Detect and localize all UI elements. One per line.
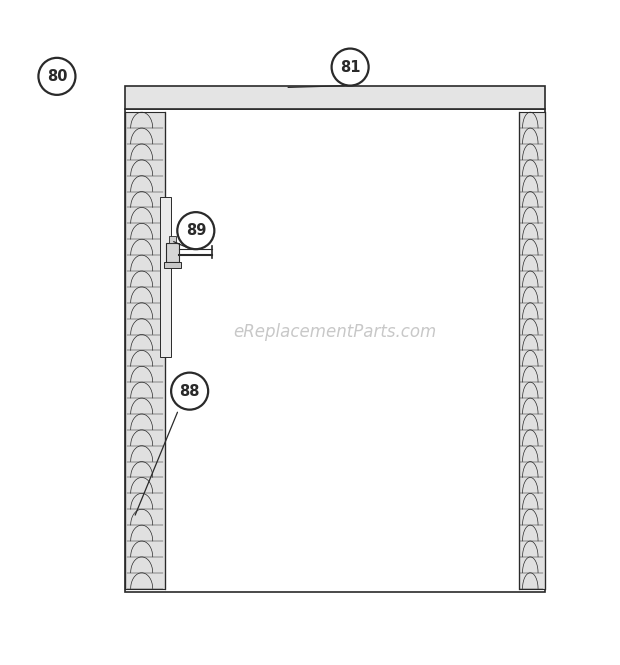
Text: 81: 81 bbox=[340, 60, 360, 74]
Text: 88: 88 bbox=[179, 384, 200, 398]
Bar bbox=[125, 109, 544, 592]
Bar bbox=[125, 86, 544, 109]
Text: 80: 80 bbox=[46, 69, 67, 84]
Circle shape bbox=[332, 49, 369, 86]
Circle shape bbox=[171, 372, 208, 410]
Bar bbox=[160, 197, 171, 357]
Circle shape bbox=[177, 212, 215, 249]
Bar bbox=[518, 112, 544, 589]
Bar bbox=[166, 243, 179, 261]
Bar bbox=[164, 261, 181, 268]
Bar bbox=[125, 112, 165, 589]
Text: 89: 89 bbox=[185, 223, 206, 238]
Bar bbox=[169, 235, 176, 243]
Circle shape bbox=[38, 58, 76, 95]
Text: eReplacementParts.com: eReplacementParts.com bbox=[233, 323, 436, 342]
